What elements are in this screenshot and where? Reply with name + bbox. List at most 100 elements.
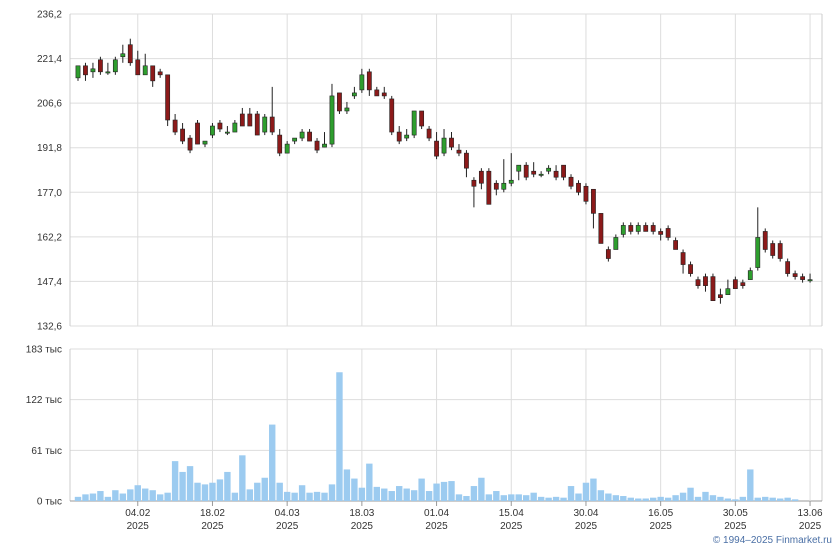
candle (628, 222, 634, 235)
candle-body (643, 225, 649, 232)
candle (710, 273, 716, 302)
volume-bar (605, 493, 612, 501)
volume-bar (515, 494, 522, 501)
candle-body (561, 164, 566, 178)
copyright-text[interactable]: © 1994–2025 Finmarket.ru (712, 535, 832, 546)
candle-body (135, 59, 141, 76)
candle-body (172, 119, 178, 133)
candle (180, 123, 185, 145)
candle-body (210, 125, 215, 136)
volume-bar (231, 492, 239, 501)
volume-bar (336, 372, 343, 501)
volume-bar (112, 490, 119, 501)
volume-bar (425, 491, 433, 501)
candle-body (523, 164, 529, 178)
candle-body (732, 279, 738, 289)
volume-bar (754, 497, 761, 501)
x-tick-label-year: 2025 (724, 521, 747, 532)
price-y-axis: 236,2 221,4 206,6 191,8 177,0 162,2 147,4 132,6 (37, 10, 62, 333)
volume-bar (74, 496, 82, 501)
candle (307, 129, 312, 142)
candle (531, 162, 537, 178)
volume-bar (672, 495, 679, 501)
x-tick-label-date: 30.04 (573, 508, 598, 519)
volume-bar (269, 424, 276, 501)
candle-body (576, 182, 581, 193)
candle (449, 132, 454, 151)
candle-body (792, 273, 798, 277)
candle-body (658, 231, 664, 235)
price-grid (69, 13, 823, 327)
candle-body (292, 137, 298, 142)
volume-y-axis: 183 тыс 122 тыс 61 тыс 0 тыс (26, 345, 62, 508)
x-tick-label-date: 04.02 (125, 508, 150, 519)
candle-body (112, 59, 118, 73)
candle (695, 276, 701, 289)
candle-body (800, 276, 805, 280)
candle-body (337, 92, 342, 112)
volume-bar (702, 491, 709, 501)
candle (202, 140, 208, 148)
candle-body (105, 71, 111, 74)
candle-body (695, 279, 701, 286)
candle (740, 279, 746, 289)
candle-body (718, 294, 723, 298)
volume-bar (418, 478, 425, 501)
volume-tick-label: 0 тыс (37, 497, 62, 508)
candle (613, 234, 619, 250)
candle (680, 249, 686, 274)
volume-bar (612, 495, 620, 501)
volume-bar (276, 482, 283, 501)
candle (195, 120, 200, 145)
volume-bar (500, 495, 507, 501)
volume-bar (433, 483, 440, 501)
candle-body (307, 131, 312, 142)
candle-body (471, 179, 477, 187)
volume-bar (396, 486, 403, 501)
candle (635, 222, 641, 235)
candle (650, 222, 656, 235)
candle (225, 126, 230, 136)
volume-bar (493, 491, 500, 501)
volume-bar (784, 497, 791, 501)
volume-bar (328, 484, 336, 501)
candle (374, 86, 380, 97)
candle-body (665, 228, 671, 238)
volume-bar (254, 482, 261, 501)
candle (299, 129, 305, 142)
candle-body (568, 176, 574, 187)
volume-bar (82, 494, 89, 501)
candle (583, 183, 589, 205)
candle-body (225, 131, 230, 134)
candle (284, 141, 290, 154)
volume-bar (470, 486, 478, 501)
volume-bar (164, 492, 171, 501)
volume-bar (343, 469, 351, 501)
volume-bar (104, 496, 112, 501)
volume-bar (313, 491, 321, 501)
price-tick-label: 147,4 (37, 277, 62, 288)
candle (464, 150, 469, 178)
candle (142, 53, 148, 76)
volume-bar (194, 482, 201, 501)
candle-body (90, 68, 96, 73)
candle-body (628, 225, 634, 232)
volume-bar (186, 466, 194, 501)
candle (404, 129, 410, 142)
volume-bar (179, 471, 186, 501)
candle (486, 168, 492, 205)
candle (239, 107, 245, 127)
candle (322, 132, 327, 148)
candle (396, 126, 402, 145)
volume-bar (597, 490, 605, 501)
x-tick-label-date: 18.02 (200, 508, 225, 519)
x-tick-label-date: 18.03 (349, 508, 374, 519)
candle (553, 165, 559, 181)
volume-bar (410, 490, 418, 501)
candle-body (120, 53, 126, 58)
volume-bar (366, 463, 373, 501)
candle (344, 101, 350, 114)
candle-body (635, 225, 641, 232)
x-tick-label-year: 2025 (351, 521, 374, 532)
volume-bar (769, 497, 776, 501)
